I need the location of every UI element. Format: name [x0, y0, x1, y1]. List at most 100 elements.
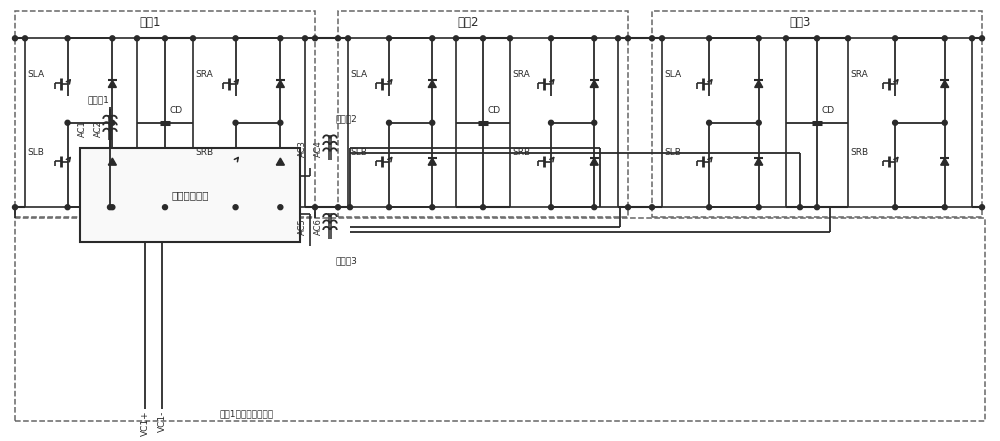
Text: AC1: AC1 [78, 120, 87, 137]
Text: SLB: SLB [664, 148, 681, 157]
Circle shape [108, 205, 112, 209]
Circle shape [784, 36, 788, 41]
Text: 链节1: 链节1 [139, 16, 161, 29]
Circle shape [278, 205, 283, 209]
Bar [348, 38, 456, 207]
Circle shape [110, 120, 115, 125]
Text: SLB: SLB [27, 148, 44, 157]
Text: SRA: SRA [850, 70, 868, 79]
Text: 变压剨3: 变压剨3 [335, 256, 357, 265]
Text: CD: CD [488, 106, 501, 115]
Text: VC1+: VC1+ [140, 411, 150, 436]
Circle shape [756, 36, 761, 41]
Circle shape [233, 36, 238, 41]
Polygon shape [590, 158, 598, 165]
Circle shape [942, 36, 947, 41]
Circle shape [12, 205, 18, 209]
Text: 链节2: 链节2 [458, 16, 479, 29]
Circle shape [592, 205, 597, 209]
Circle shape [592, 120, 597, 125]
Circle shape [12, 36, 18, 41]
Polygon shape [941, 80, 949, 87]
Circle shape [387, 120, 392, 125]
Polygon shape [755, 80, 763, 87]
Bar [510, 38, 618, 207]
Circle shape [65, 36, 70, 41]
Bar [848, 38, 972, 207]
Circle shape [190, 36, 196, 41]
Polygon shape [428, 80, 436, 87]
Circle shape [387, 205, 392, 209]
Circle shape [454, 36, 458, 41]
Circle shape [65, 205, 70, 209]
Text: CD: CD [170, 106, 183, 115]
Circle shape [756, 120, 761, 125]
Circle shape [893, 205, 898, 209]
Circle shape [893, 120, 898, 125]
Circle shape [430, 205, 435, 209]
Bar [80, 148, 300, 242]
Polygon shape [755, 158, 763, 165]
Text: AC4: AC4 [314, 140, 322, 157]
Circle shape [134, 36, 140, 41]
Circle shape [942, 120, 947, 125]
Circle shape [626, 205, 631, 209]
Bar [652, 11, 982, 217]
Circle shape [707, 36, 712, 41]
Circle shape [302, 36, 308, 41]
Text: AC3: AC3 [298, 140, 306, 157]
Polygon shape [428, 158, 436, 165]
Circle shape [616, 36, 620, 41]
Text: AC2: AC2 [94, 120, 103, 137]
Circle shape [430, 36, 435, 41]
Circle shape [707, 120, 712, 125]
Bar [193, 38, 305, 207]
Circle shape [707, 205, 712, 209]
Circle shape [233, 120, 238, 125]
Circle shape [970, 36, 974, 41]
Text: 变压剨2: 变压剨2 [335, 115, 357, 124]
Circle shape [22, 36, 28, 41]
Circle shape [942, 205, 947, 209]
Circle shape [233, 205, 238, 209]
Circle shape [312, 36, 318, 41]
Circle shape [650, 205, 654, 209]
Text: SRA: SRA [512, 70, 530, 79]
Circle shape [814, 205, 820, 209]
Text: VC1-: VC1- [158, 411, 166, 432]
Text: SLB: SLB [350, 148, 367, 157]
Circle shape [549, 36, 554, 41]
Circle shape [650, 36, 654, 41]
Text: 变压剨1: 变压剨1 [88, 95, 110, 104]
Bar [25, 38, 137, 207]
Circle shape [893, 36, 898, 41]
Bar [338, 11, 628, 217]
Circle shape [110, 205, 115, 209]
Circle shape [814, 36, 820, 41]
Text: SRB: SRB [195, 148, 213, 157]
Bar [15, 218, 985, 421]
Circle shape [980, 205, 984, 209]
Text: 链节3: 链节3 [790, 16, 811, 29]
Circle shape [508, 36, 512, 41]
Text: SLA: SLA [350, 70, 367, 79]
Bar [662, 38, 786, 207]
Circle shape [162, 36, 168, 41]
Text: SRB: SRB [850, 148, 868, 157]
Text: SLA: SLA [27, 70, 44, 79]
Text: SRA: SRA [195, 70, 213, 79]
Polygon shape [590, 80, 598, 87]
Circle shape [162, 205, 168, 209]
Polygon shape [276, 158, 284, 165]
Text: SLA: SLA [664, 70, 681, 79]
Text: AC6: AC6 [314, 218, 322, 235]
Circle shape [480, 205, 486, 209]
Circle shape [480, 36, 486, 41]
Circle shape [846, 36, 850, 41]
Circle shape [756, 205, 761, 209]
Circle shape [549, 205, 554, 209]
Circle shape [346, 36, 351, 41]
Polygon shape [276, 80, 284, 87]
Circle shape [336, 205, 340, 209]
Circle shape [430, 120, 435, 125]
